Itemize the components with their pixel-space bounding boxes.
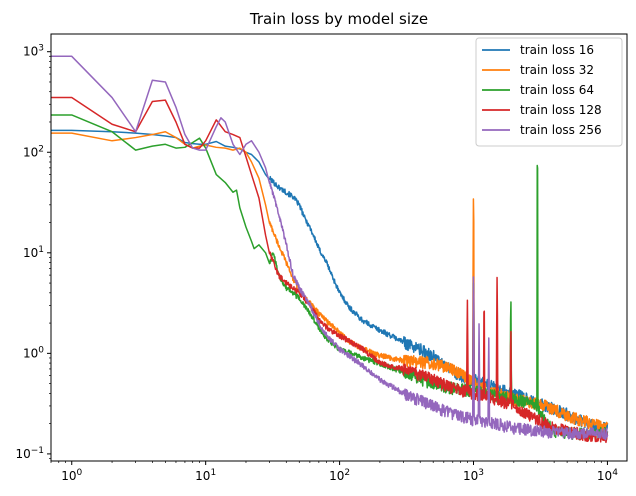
legend-label: train loss 16 (520, 43, 594, 57)
plot-frame (50, 33, 628, 462)
legend-box (475, 37, 623, 147)
x-tick-label: 104 (597, 468, 618, 483)
y-tick-label: 100 (23, 345, 44, 360)
legend-label: train loss 256 (520, 123, 602, 137)
chart-title: Train loss by model size (249, 10, 428, 28)
y-tick-label: 10−1 (15, 446, 44, 461)
x-tick-label: 100 (61, 468, 82, 483)
x-tick-label: 102 (329, 468, 350, 483)
series-layer (51, 55, 609, 444)
legend: train loss 16 train loss 32 train loss 64 t… (475, 37, 623, 147)
series-line-1 (51, 129, 609, 435)
y-tick-label: 103 (23, 44, 44, 59)
legend-label: train loss 128 (520, 103, 602, 117)
series-line-5 (51, 55, 609, 441)
y-tick-label: 101 (23, 245, 44, 260)
series-line-3 (51, 114, 609, 441)
legend-label: train loss 64 (520, 83, 594, 97)
series-line-2 (51, 130, 609, 433)
y-tick-label: 102 (23, 144, 44, 159)
legend-label: train loss 32 (520, 63, 594, 77)
axis-layer: 100 101 102 103 104 10−1 100 101 102 103 (15, 44, 618, 483)
x-tick-label: 103 (463, 468, 484, 483)
x-tick-label: 101 (195, 468, 216, 483)
